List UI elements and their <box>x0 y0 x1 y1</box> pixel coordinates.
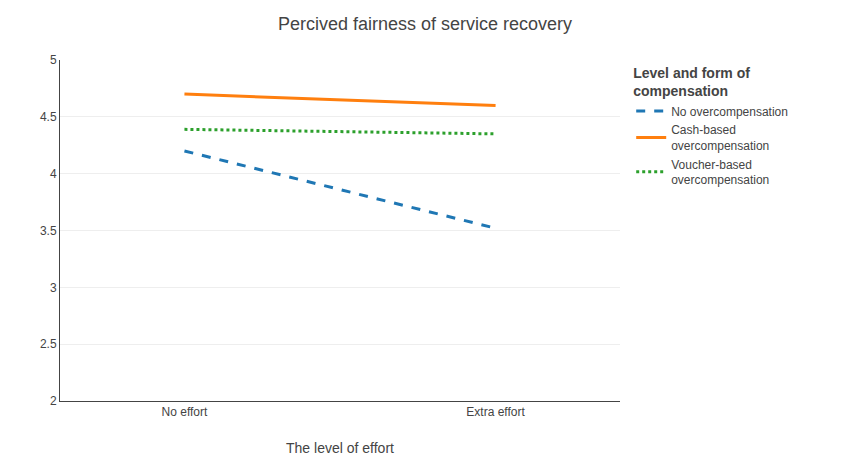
svg-text:Extra effort: Extra effort <box>466 405 525 419</box>
svg-text:3.5: 3.5 <box>40 224 57 238</box>
svg-text:2: 2 <box>50 394 57 408</box>
svg-text:2.5: 2.5 <box>40 337 57 351</box>
svg-text:4.5: 4.5 <box>40 110 57 124</box>
svg-text:Voucher-basedovercompensation: Voucher-basedovercompensation <box>671 158 769 188</box>
svg-text:No effort: No effort <box>162 405 208 419</box>
svg-text:Level and form ofcompensation: Level and form ofcompensation <box>633 65 750 99</box>
svg-text:5: 5 <box>50 53 57 67</box>
svg-text:Cash-basedovercompensation: Cash-basedovercompensation <box>671 123 769 153</box>
svg-text:Percived fairness of service r: Percived fairness of service recovery <box>278 14 572 34</box>
svg-text:The level of effort: The level of effort <box>286 440 394 456</box>
svg-text:4: 4 <box>50 167 57 181</box>
svg-text:No overcompensation: No overcompensation <box>671 105 788 119</box>
svg-text:3: 3 <box>50 281 57 295</box>
